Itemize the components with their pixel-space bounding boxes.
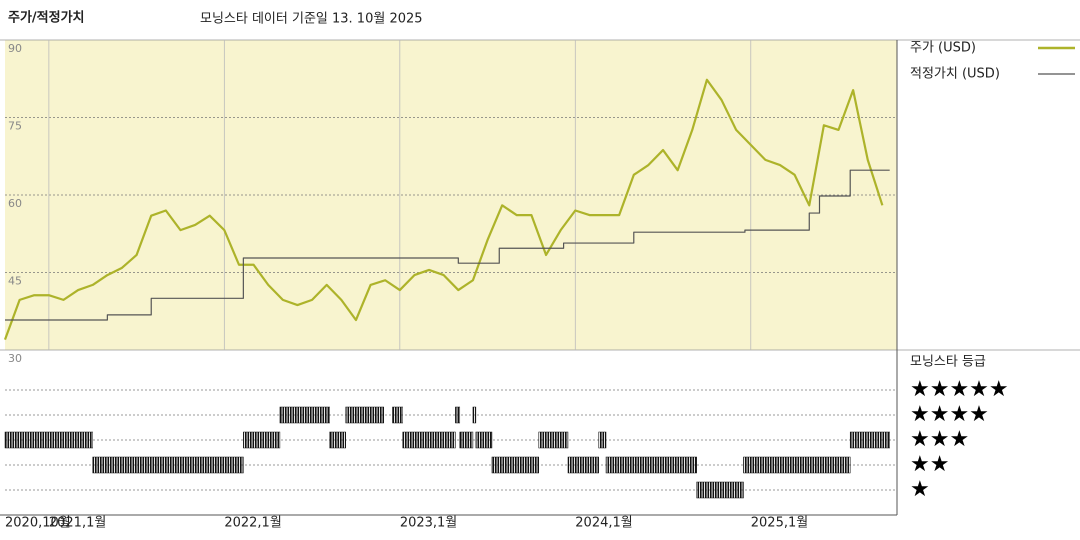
- rating-bar: [567, 456, 599, 474]
- x-tick-label: 2022,1월: [224, 516, 281, 531]
- chart-subtitle: 모닝스타 데이터 기준일 13. 10월 2025: [200, 12, 423, 27]
- rating-bar: [475, 431, 493, 449]
- rating-label: ★★★: [910, 427, 969, 452]
- x-tick-label: 2023,1월: [400, 516, 457, 531]
- y-tick-label: 60: [8, 197, 22, 210]
- rating-bar: [455, 406, 461, 424]
- rating-bar: [743, 456, 851, 474]
- y-tick-label: 30: [8, 352, 22, 365]
- rating-bar: [472, 406, 477, 424]
- rating-bar: [345, 406, 384, 424]
- rating-bar: [329, 431, 346, 449]
- y-tick-label: 90: [8, 42, 22, 55]
- rating-label: ★: [910, 477, 930, 502]
- rating-label: ★★★★: [910, 402, 989, 427]
- legend-label: 주가 (USD): [910, 41, 976, 56]
- rating-label: ★★: [910, 452, 949, 477]
- rating-bar: [402, 431, 456, 449]
- rating-label: ★★★★★: [910, 377, 1009, 402]
- rating-title: 모닝스타 등급: [910, 355, 986, 370]
- legend-label: 적정가치 (USD): [910, 67, 1000, 82]
- rating-bar: [849, 431, 890, 449]
- rating-bar: [538, 431, 569, 449]
- x-tick-label: 2020,10월: [5, 516, 71, 531]
- x-tick-label: 2021,1월: [49, 516, 106, 531]
- rating-bar: [598, 431, 607, 449]
- rating-bar: [243, 431, 281, 449]
- chart-title: 주가/적정가치: [8, 10, 85, 26]
- rating-bar: [491, 456, 539, 474]
- rating-bar: [279, 406, 330, 424]
- rating-bar: [392, 406, 403, 424]
- x-tick-label: 2024,1월: [575, 516, 632, 531]
- series-line: [5, 169, 890, 321]
- rating-bar: [459, 431, 474, 449]
- rating-bar: [605, 456, 697, 474]
- rating-bar: [4, 431, 93, 449]
- y-tick-label: 75: [8, 120, 22, 133]
- y-tick-label: 45: [8, 275, 22, 288]
- series-line: [3, 78, 884, 341]
- rating-bar: [696, 481, 744, 499]
- x-tick-label: 2025,1월: [751, 516, 808, 531]
- rating-bar: [92, 456, 244, 474]
